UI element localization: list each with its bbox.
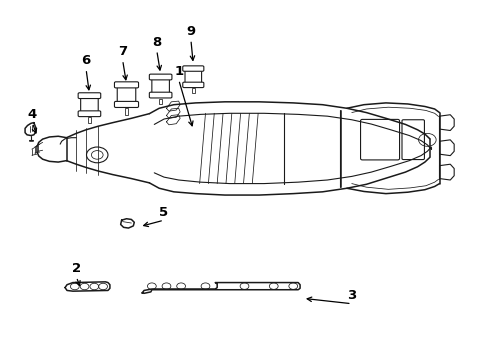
Text: 1: 1 bbox=[174, 65, 183, 78]
FancyBboxPatch shape bbox=[78, 93, 101, 99]
FancyBboxPatch shape bbox=[114, 102, 138, 108]
FancyBboxPatch shape bbox=[117, 83, 136, 106]
FancyBboxPatch shape bbox=[183, 82, 203, 87]
Bar bbox=[87, 117, 91, 123]
FancyBboxPatch shape bbox=[184, 67, 201, 87]
Text: 2: 2 bbox=[72, 262, 81, 275]
Bar bbox=[159, 99, 162, 104]
FancyBboxPatch shape bbox=[360, 120, 399, 160]
FancyBboxPatch shape bbox=[183, 66, 203, 71]
FancyBboxPatch shape bbox=[78, 111, 101, 117]
FancyBboxPatch shape bbox=[149, 74, 172, 80]
Text: 9: 9 bbox=[186, 25, 195, 38]
FancyBboxPatch shape bbox=[401, 120, 424, 159]
Text: 4: 4 bbox=[28, 108, 37, 121]
Text: 3: 3 bbox=[346, 289, 356, 302]
Text: 7: 7 bbox=[118, 45, 127, 58]
FancyBboxPatch shape bbox=[114, 82, 138, 88]
FancyBboxPatch shape bbox=[152, 75, 169, 97]
Text: 8: 8 bbox=[152, 36, 161, 49]
FancyBboxPatch shape bbox=[81, 94, 98, 116]
FancyBboxPatch shape bbox=[149, 92, 172, 98]
Bar bbox=[124, 108, 128, 114]
Bar bbox=[191, 88, 195, 93]
Text: 6: 6 bbox=[81, 54, 90, 67]
Text: 5: 5 bbox=[159, 206, 168, 219]
